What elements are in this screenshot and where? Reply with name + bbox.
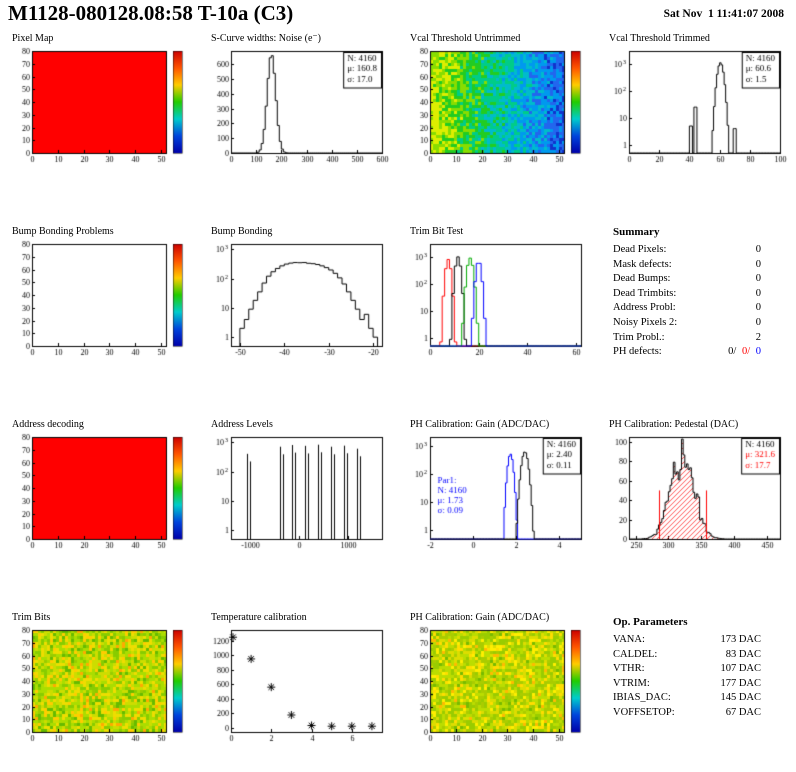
plot-title: Pixel Map — [12, 33, 54, 44]
plot-vcal-threshold-untrimmed: Vcal Threshold Untrimmed — [398, 33, 597, 226]
plot-title: Temperature calibration — [211, 612, 307, 623]
summary-value: 0 — [755, 302, 761, 314]
plot-title: PH Calibration: Gain (ADC/DAC) — [410, 612, 550, 623]
summary-label: Noisy Pixels 2: — [613, 316, 678, 328]
plot-ph-pedestal: PH Calibration: Pedestal (DAC) — [597, 419, 796, 612]
op-parameter-row: VOFFSETOP: 67 DAC — [613, 706, 761, 721]
op-parameter-label: VTHR: — [613, 663, 645, 675]
op-parameter-value: 107 DAC — [720, 663, 761, 675]
plot-title: Bump Bonding — [211, 226, 273, 237]
plot-title: PH Calibration: Gain (ADC/DAC) — [410, 419, 550, 430]
summary-row: Trim Probl.: 2 — [613, 331, 761, 346]
plot-bump-bonding: Bump Bonding — [199, 226, 398, 419]
summary-label: Dead Bumps: — [613, 273, 671, 285]
address-decoding-canvas — [2, 432, 192, 554]
op-parameter-label: VANA: — [613, 634, 645, 645]
op-parameter-row: VANA: 173 DAC — [613, 633, 761, 648]
summary-label: Dead Pixels: — [613, 244, 667, 255]
op-parameter-label: IBIAS_DAC: — [613, 692, 671, 704]
ph-defect-value: 0/ — [728, 346, 737, 358]
plot-address-levels: Address Levels — [199, 419, 398, 612]
plots-grid: Pixel Map S-Curve widths: Noise (e⁻) Vca… — [0, 33, 796, 772]
summary-value: 0 — [755, 244, 761, 255]
vcal-untrimmed-canvas — [400, 46, 590, 168]
plot-bump-bonding-problems: Bump Bonding Problems — [0, 226, 199, 419]
op-parameters-panel: Op. Parameters VANA: 173 DAC CALDEL: 83 … — [597, 612, 796, 772]
pixel-map-canvas — [2, 46, 192, 168]
summary-label: PH defects: — [613, 346, 662, 358]
vcal-trimmed-canvas — [599, 46, 789, 168]
summary-row: Dead Trimbits: 0 — [613, 287, 761, 302]
op-parameter-row: CALDEL: 83 DAC — [613, 648, 761, 663]
op-parameter-value: 145 DAC — [720, 692, 761, 704]
plot-vcal-threshold-trimmed: Vcal Threshold Trimmed — [597, 33, 796, 226]
trim-bits-map-canvas — [2, 625, 192, 747]
timestamp: Sat Nov 1 11:41:07 2008 — [663, 8, 784, 20]
summary-value: 0 — [755, 316, 761, 328]
op-parameter-label: CALDEL: — [613, 648, 658, 660]
plot-temperature-calibration: Temperature calibration — [199, 612, 398, 772]
summary-label: Address Probl: — [613, 302, 676, 314]
op-parameter-value: 177 DAC — [720, 677, 761, 689]
plot-title: Bump Bonding Problems — [12, 226, 114, 237]
page-title: M1128-080128.08:58 T-10a (C3) — [8, 1, 294, 25]
plot-title: PH Calibration: Pedestal (DAC) — [609, 419, 739, 430]
ph-defect-value: 0 — [755, 346, 761, 358]
summary-row-ph-defects: PH defects: 0/ 0/ 0 — [613, 345, 761, 360]
plot-ph-gain-map: PH Calibration: Gain (ADC/DAC) — [398, 612, 597, 772]
bump-bonding-problems-canvas — [2, 239, 192, 361]
summary-row: Mask defects: 0 — [613, 258, 761, 273]
summary-label: Dead Trimbits: — [613, 287, 677, 299]
op-parameters-title: Op. Parameters — [613, 616, 688, 628]
scurve-noise-canvas — [201, 46, 391, 168]
plot-pixel-map: Pixel Map — [0, 33, 199, 226]
ph-defect-value: 0/ — [741, 346, 751, 358]
plot-scurve-noise: S-Curve widths: Noise (e⁻) — [199, 33, 398, 226]
summary-title: Summary — [613, 226, 660, 238]
summary-value: 2 — [755, 331, 761, 343]
op-parameter-row: IBIAS_DAC: 145 DAC — [613, 691, 761, 706]
ph-gain-hist-canvas — [400, 432, 590, 554]
plot-title: S-Curve widths: Noise (e⁻) — [211, 33, 321, 44]
ph-defects-values: 0/ 0/ 0 — [725, 345, 761, 360]
address-levels-canvas — [201, 432, 391, 554]
summary-row: Dead Pixels: 0 — [613, 243, 761, 258]
op-parameter-value: 83 DAC — [725, 648, 761, 660]
plot-title: Trim Bits — [12, 612, 51, 623]
plot-title: Address decoding — [12, 419, 84, 430]
plot-title: Trim Bit Test — [410, 226, 464, 237]
summary-label: Trim Probl.: — [613, 331, 665, 343]
bump-bonding-canvas — [201, 239, 391, 361]
plot-trim-bit-test: Trim Bit Test — [398, 226, 597, 419]
summary-panel: Summary Dead Pixels: 0 Mask defects: 0 D… — [597, 226, 796, 419]
summary-value: 0 — [755, 287, 761, 299]
plot-title: Vcal Threshold Trimmed — [609, 33, 710, 44]
op-parameter-row: VTHR: 107 DAC — [613, 662, 761, 677]
plot-trim-bits-map: Trim Bits — [0, 612, 199, 772]
plot-title: Address Levels — [211, 419, 273, 430]
summary-value: 0 — [755, 258, 761, 270]
op-parameter-label: VTRIM: — [613, 677, 650, 689]
plot-title: Vcal Threshold Untrimmed — [410, 33, 521, 44]
summary-value: 0 — [755, 273, 761, 285]
op-parameter-label: VOFFSETOP: — [613, 706, 675, 718]
summary-row: Noisy Pixels 2: 0 — [613, 316, 761, 331]
plot-ph-gain-hist: PH Calibration: Gain (ADC/DAC) — [398, 419, 597, 612]
ph-pedestal-canvas — [599, 432, 789, 554]
summary-label: Mask defects: — [613, 258, 672, 270]
ph-gain-map-canvas — [400, 625, 590, 747]
summary-row: Dead Bumps: 0 — [613, 272, 761, 287]
summary-row: Address Probl: 0 — [613, 301, 761, 316]
op-parameter-value: 67 DAC — [725, 706, 761, 718]
op-parameter-row: VTRIM: 177 DAC — [613, 677, 761, 692]
plot-address-decoding: Address decoding — [0, 419, 199, 612]
trim-bit-test-canvas — [400, 239, 590, 361]
op-parameter-value: 173 DAC — [720, 634, 761, 645]
temperature-calibration-canvas — [201, 625, 391, 747]
